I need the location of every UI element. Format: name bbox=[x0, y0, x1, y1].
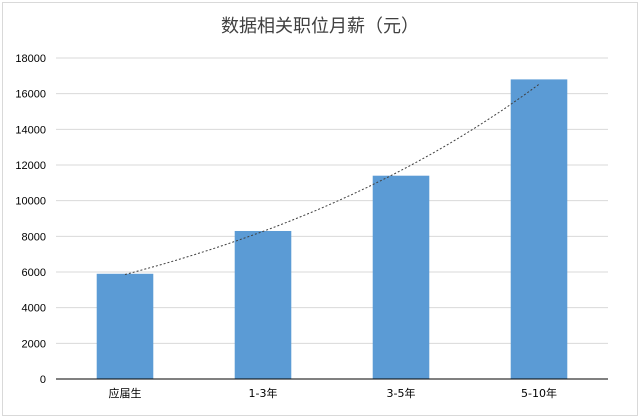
tick-labels: 0 2000 4000 6000 8000 10000 12000 14000 16000 180… bbox=[15, 53, 557, 400]
x-tick-label: 1-3年 bbox=[249, 386, 278, 400]
x-tick-label: 5-10年 bbox=[521, 386, 557, 400]
y-tick-label: 6000 bbox=[22, 267, 46, 279]
y-tick-label: 4000 bbox=[22, 303, 46, 315]
y-tick-label: 12000 bbox=[15, 160, 46, 172]
chart-title: 数据相关职位月薪（元） bbox=[221, 16, 419, 37]
y-tick-label: 0 bbox=[40, 374, 46, 386]
bar bbox=[96, 273, 154, 379]
bars bbox=[96, 79, 568, 380]
y-tick-label: 10000 bbox=[15, 196, 46, 208]
x-tick-label: 应届生 bbox=[109, 386, 142, 400]
y-tick-label: 18000 bbox=[15, 53, 46, 65]
bar bbox=[372, 175, 430, 379]
bar bbox=[510, 79, 568, 380]
trendline-group bbox=[124, 83, 540, 275]
y-tick-label: 8000 bbox=[22, 231, 46, 243]
trendline bbox=[124, 83, 540, 275]
y-tick-label: 14000 bbox=[15, 124, 46, 136]
y-tick-label: 16000 bbox=[15, 89, 46, 101]
x-tick-label: 3-5年 bbox=[387, 386, 416, 400]
y-tick-label: 2000 bbox=[22, 338, 46, 350]
bar bbox=[234, 230, 292, 379]
